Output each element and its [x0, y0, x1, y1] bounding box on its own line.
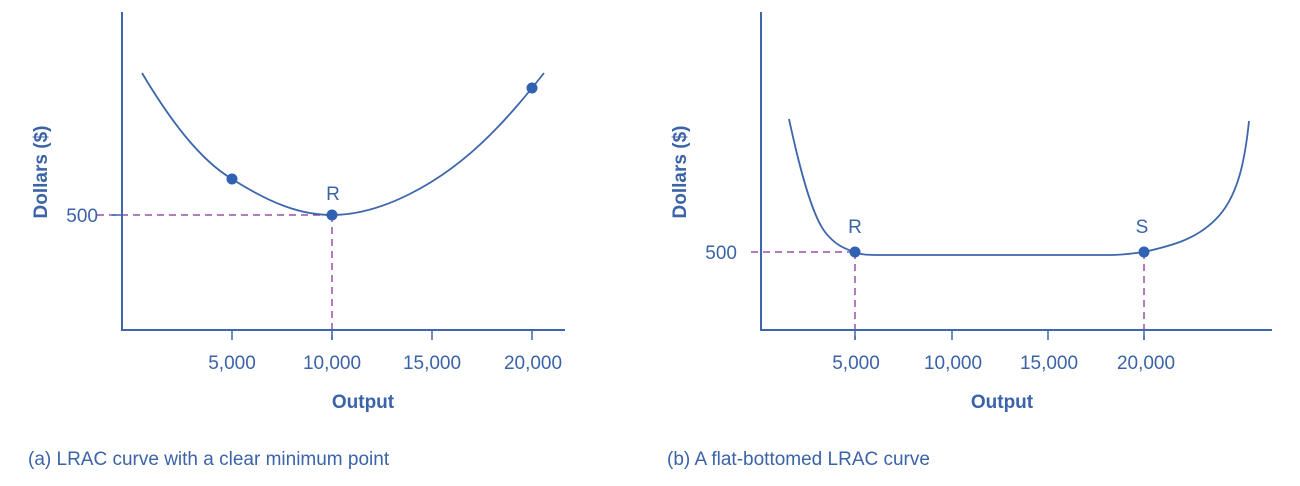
panel-b-y-tick-label: 500: [705, 243, 737, 264]
panel-b-x-tick-label-2: 15,000: [1020, 353, 1078, 374]
panel-a-x-tick-label-0: 5,000: [208, 353, 256, 374]
panel-a-x-axis-title: Output: [332, 392, 395, 413]
panel-a-point-r-label: R: [326, 184, 340, 205]
panel-a-x-tick-label-3: 20,000: [504, 353, 562, 374]
panel-b-x-ticks: [854, 330, 1145, 340]
panel-b-point-r-label: R: [848, 217, 862, 238]
panel-b-point-r: [849, 246, 861, 258]
panel-a-x-ticks: [231, 330, 533, 340]
panel-a-point-5000: [226, 173, 238, 185]
panel-a-x-tick-label-2: 15,000: [403, 353, 461, 374]
panel-a-y-tick-label: 500: [66, 206, 98, 227]
panel-b: R S 500 5,000 10,000 15,000 20,000 Outpu…: [670, 12, 1272, 413]
panel-a: R 500 5,000 10,000 15,000 20,000 Output …: [31, 12, 565, 413]
panel-a-lrac-curve: [141, 72, 545, 216]
panel-a-y-axis-title: Dollars ($): [31, 126, 52, 219]
panel-a-x-tick-label-1: 10,000: [303, 353, 361, 374]
panel-b-point-s-label: S: [1136, 217, 1149, 238]
panel-b-lrac-curve: [788, 118, 1250, 256]
panel-b-caption: (b) A flat-bottomed LRAC curve: [667, 449, 930, 470]
panel-a-point-20000: [526, 82, 538, 94]
panel-b-x-tick-label-1: 10,000: [924, 353, 982, 374]
panel-b-x-tick-label-0: 5,000: [832, 353, 880, 374]
panel-a-point-r: [326, 209, 338, 221]
panel-b-point-s: [1138, 246, 1150, 258]
panel-b-x-tick-label-3: 20,000: [1117, 353, 1175, 374]
panel-a-caption: (a) LRAC curve with a clear minimum poin…: [28, 449, 390, 470]
panel-b-y-axis-title: Dollars ($): [670, 126, 691, 219]
panel-b-x-axis-title: Output: [971, 392, 1034, 413]
